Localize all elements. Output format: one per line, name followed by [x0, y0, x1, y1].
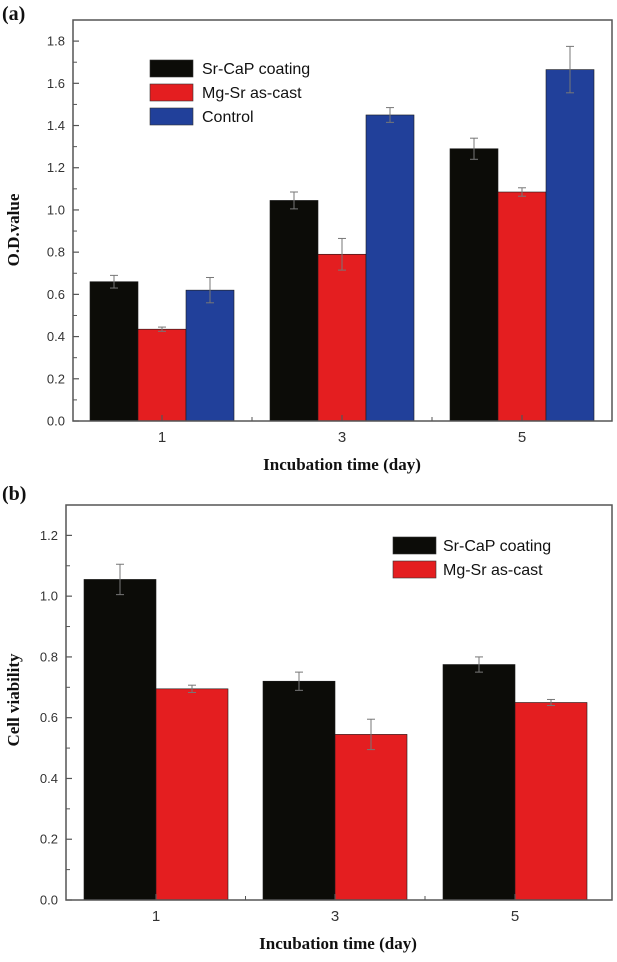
error-bar-b-0-day1 — [116, 563, 124, 596]
x-tick-label: 3 — [331, 908, 339, 925]
legend-a: Sr-CaP coating Mg-Sr as-cast Control — [149, 59, 310, 126]
error-bar-a-2-day5 — [566, 45, 574, 94]
y-tick-label: 0.2 — [40, 832, 58, 847]
bar-a-mg-sr-as-cast-day5 — [497, 191, 547, 422]
error-bar-a-2-day1 — [206, 276, 214, 304]
y-axis-title-a: O.D.value — [4, 193, 23, 266]
y-axis-title-b: Cell viability — [4, 653, 23, 747]
legend-item: Sr-CaP coating — [149, 59, 310, 78]
legend-label: Sr-CaP coating — [202, 61, 310, 78]
error-bar-a-1-day5 — [518, 187, 526, 197]
bar-b-mg-sr-as-cast-day5 — [514, 702, 588, 901]
legend-item: Sr-CaP coating — [392, 536, 551, 555]
error-bar-b-0-day5 — [475, 656, 483, 673]
y-tick-label: 0.8 — [40, 649, 58, 664]
bar-a-control-day1 — [185, 289, 235, 422]
error-bar-a-0-day1 — [110, 274, 118, 289]
x-tick-label: 5 — [518, 429, 526, 446]
y-tick-label: 1.2 — [47, 160, 65, 175]
x-tick-label: 1 — [158, 429, 166, 446]
error-bar-a-1-day1 — [158, 326, 166, 332]
bar-b-mg-sr-as-cast-day3 — [334, 734, 408, 901]
x-axis-title-b: Incubation time (day) — [259, 934, 417, 953]
legend-label: Sr-CaP coating — [443, 538, 551, 555]
error-bar-b-1-day1 — [188, 684, 196, 693]
bar-a-control-day5 — [545, 69, 595, 422]
error-bar-b-1-day3 — [367, 718, 375, 751]
y-tick-label: 1.0 — [47, 202, 65, 217]
legend-b: Sr-CaP coating Mg-Sr as-cast — [392, 536, 551, 579]
y-tick-label: 1.6 — [47, 76, 65, 91]
x-tick-label: 1 — [152, 908, 160, 925]
y-tick-label: 0.0 — [40, 893, 58, 908]
legend-item: Mg-Sr as-cast — [149, 83, 302, 102]
legend-label: Mg-Sr as-cast — [443, 562, 543, 579]
y-tick-label: 0.8 — [47, 245, 65, 260]
error-bar-a-0-day5 — [470, 137, 478, 160]
bar-a-sr-cap-coating-day1 — [89, 281, 139, 422]
x-tick-label: 5 — [511, 908, 519, 925]
legend-swatch — [392, 560, 437, 579]
y-tick-label: 0.6 — [47, 287, 65, 302]
legend-label: Mg-Sr as-cast — [202, 85, 302, 102]
legend-swatch — [149, 59, 194, 78]
x-tick-label: 3 — [338, 429, 346, 446]
error-bar-b-1-day5 — [547, 698, 555, 707]
chart-b: (b) 0.0 0.2 0.4 0.6 0.8 1.0 1.2 1 3 5 Incubation… — [2, 483, 613, 953]
chart-a: (a) 0.0 0.2 0.4 0.6 0.8 1.0 1.2 1.4 1.6 1.8 1 3 5 I… — [2, 3, 613, 474]
legend-swatch — [149, 107, 194, 126]
bars-a — [89, 45, 595, 422]
error-bar-b-0-day3 — [295, 671, 303, 691]
bar-a-sr-cap-coating-day3 — [269, 200, 319, 422]
legend-label: Control — [202, 109, 254, 126]
bar-a-mg-sr-as-cast-day1 — [137, 328, 187, 422]
error-bar-a-2-day3 — [386, 107, 394, 123]
y-tick-label: 0.0 — [47, 414, 65, 429]
bar-b-sr-cap-coating-day1 — [83, 579, 157, 901]
bar-b-sr-cap-coating-day5 — [442, 664, 516, 901]
plot-frame-b — [65, 504, 613, 901]
y-ticks-b: 0.0 0.2 0.4 0.6 0.8 1.0 1.2 — [40, 528, 72, 908]
error-bar-a-1-day3 — [338, 237, 346, 271]
y-tick-label: 0.6 — [40, 710, 58, 725]
bar-a-sr-cap-coating-day5 — [449, 148, 499, 422]
y-tick-label: 0.2 — [47, 371, 65, 386]
panel-label-a: (a) — [2, 3, 25, 25]
error-bar-a-0-day3 — [290, 191, 298, 210]
bar-b-mg-sr-as-cast-day1 — [155, 688, 229, 901]
y-tick-label: 0.4 — [47, 329, 65, 344]
plot-frame-a — [72, 19, 613, 422]
x-axis-title-a: Incubation time (day) — [263, 455, 421, 474]
y-tick-label: 0.4 — [40, 771, 58, 786]
legend-swatch — [392, 536, 437, 555]
y-tick-label: 1.0 — [40, 589, 58, 604]
bar-a-control-day3 — [365, 114, 415, 422]
y-ticks-a: 0.0 0.2 0.4 0.6 0.8 1.0 1.2 1.4 1.6 1.8 — [47, 34, 79, 429]
bar-a-mg-sr-as-cast-day3 — [317, 253, 367, 422]
panel-label-b: (b) — [2, 483, 26, 505]
y-tick-label: 1.4 — [47, 118, 65, 133]
bar-b-sr-cap-coating-day3 — [262, 680, 336, 901]
legend-swatch — [149, 83, 194, 102]
bars-b — [83, 563, 588, 901]
legend-item: Mg-Sr as-cast — [392, 560, 543, 579]
legend-item: Control — [149, 107, 254, 126]
y-tick-label: 1.2 — [40, 528, 58, 543]
y-tick-label: 1.8 — [47, 34, 65, 49]
